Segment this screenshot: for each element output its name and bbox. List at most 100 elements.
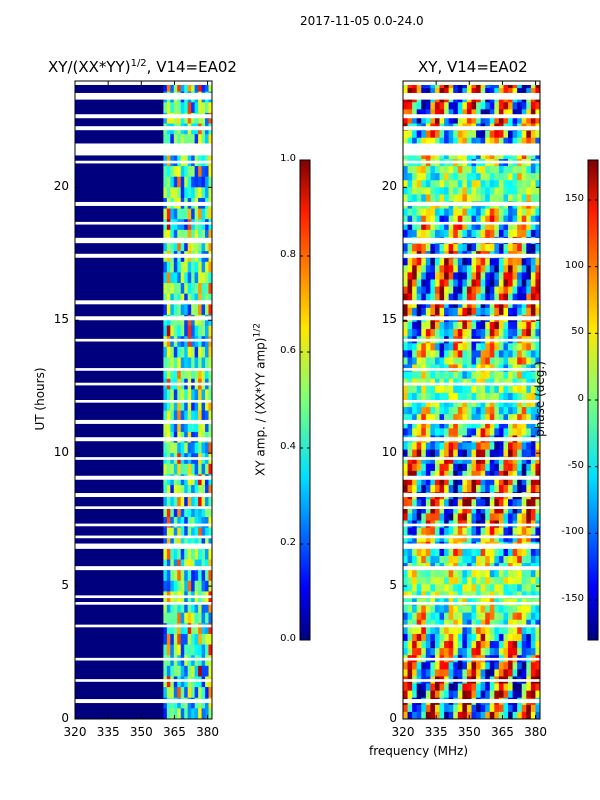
- right-heatmap-cell: [508, 669, 513, 677]
- left-heatmap-cell: [187, 293, 192, 305]
- left-heatmap-cell: [180, 81, 185, 92]
- right-heatmap-cell: [485, 272, 491, 280]
- right-heatmap-cell: [466, 584, 472, 592]
- right-heatmap-cell: [508, 449, 513, 458]
- left-heatmap-cell: [170, 623, 175, 635]
- right-heatmap-cell: [439, 244, 445, 252]
- left-heatmap-cell: [198, 134, 202, 146]
- left-heatmap-cell: [173, 623, 178, 635]
- right-heatmap-cell: [457, 513, 463, 521]
- right-heatmap-cell: [462, 151, 468, 160]
- right-heatmap-cell: [416, 244, 422, 252]
- right-heatmap-cell: [508, 570, 513, 578]
- right-heatmap-cell: [535, 485, 541, 493]
- right-heatmap-cell: [457, 619, 463, 628]
- left-heatmap-cell: [208, 516, 213, 528]
- left-heatmap-cell: [177, 485, 182, 496]
- right-heatmap-cell: [471, 322, 477, 330]
- right-heatmap-cell: [453, 350, 459, 358]
- right-heatmap-cell: [480, 109, 486, 117]
- right-heatmap-cell: [416, 322, 422, 330]
- right-heatmap-cell: [448, 400, 454, 408]
- left-heatmap-cell: [177, 346, 182, 358]
- right-heatmap-cell: [521, 669, 527, 677]
- right-heatmap-cell: [439, 350, 445, 358]
- right-heatmap-cell: [480, 400, 486, 408]
- right-heatmap-cell: [412, 633, 417, 642]
- right-heatmap-cell: [434, 513, 440, 521]
- right-heatmap-cell: [416, 414, 422, 422]
- right-heatmap-cell: [530, 513, 536, 521]
- right-heatmap-cell: [421, 378, 427, 387]
- right-heatmap-cell: [494, 279, 500, 287]
- right-heatmap-cell: [512, 180, 518, 188]
- right-heatmap-cell: [517, 293, 523, 302]
- right-heatmap-cell: [476, 704, 481, 713]
- left-heatmap-cell: [173, 336, 178, 348]
- right-heatmap-cell: [517, 584, 523, 592]
- right-heatmap-cell: [489, 456, 495, 465]
- right-heatmap-cell: [421, 485, 427, 493]
- left-gap-rows: [75, 81, 212, 704]
- right-heatmap-cell: [407, 414, 413, 422]
- right-heatmap-cell: [498, 208, 504, 216]
- left-heatmap-cell: [205, 410, 209, 422]
- right-heatmap-cell: [521, 662, 527, 670]
- left-heatmap-cell: [187, 506, 192, 518]
- left-heatmap-cell: [187, 325, 192, 337]
- left-heatmap-cell: [187, 708, 192, 720]
- right-heatmap-cell: [498, 633, 504, 642]
- right-heatmap-cell: [521, 648, 527, 656]
- right-heatmap-cell: [462, 293, 468, 302]
- right-heatmap-cell: [430, 633, 436, 642]
- right-heatmap-cell: [503, 350, 509, 358]
- right-heatmap-cell: [457, 428, 463, 436]
- right-heatmap-cell: [476, 513, 481, 521]
- right-heatmap-cell: [494, 428, 500, 436]
- left-heatmap-cell: [184, 570, 188, 582]
- right-heatmap-cell: [453, 641, 459, 649]
- left-heatmap-cell: [177, 176, 182, 188]
- right-heatmap-cell: [471, 633, 477, 642]
- right-heatmap-cell: [425, 329, 431, 337]
- gap-row: [403, 457, 540, 460]
- right-heatmap-cell: [476, 626, 481, 635]
- right-heatmap-cell: [480, 470, 486, 479]
- gap-row: [403, 624, 540, 628]
- left-amplitude-heatmap: [74, 80, 213, 720]
- left-heatmap-cell: [180, 580, 185, 592]
- right-heatmap-cell: [421, 130, 427, 139]
- right-heatmap-cell: [444, 265, 449, 273]
- left-heatmap-cell: [208, 283, 213, 294]
- right-heatmap-cell: [530, 265, 536, 273]
- right-heatmap-cell: [407, 662, 413, 670]
- right-heatmap-cell: [444, 449, 449, 458]
- right-heatmap-cell: [462, 506, 468, 514]
- right-heatmap-cell: [530, 449, 536, 458]
- right-heatmap-cell: [448, 555, 454, 564]
- left-heatmap-cell: [173, 112, 178, 124]
- right-heatmap-cell: [480, 612, 486, 621]
- right-heatmap-cell: [521, 577, 527, 585]
- right-heatmap-cell: [508, 407, 513, 415]
- left-heatmap-cell: [201, 293, 206, 305]
- left-heatmap-cell: [187, 176, 192, 188]
- right-heatmap-cell: [512, 555, 518, 564]
- right-heatmap-cell: [526, 88, 532, 96]
- right-heatmap-cell: [485, 662, 491, 670]
- right-heatmap-cell: [430, 229, 436, 238]
- left-heatmap-cell: [163, 516, 168, 528]
- right-heatmap-cell: [471, 222, 477, 231]
- right-heatmap-cell: [430, 244, 436, 252]
- right-heatmap-cell: [462, 704, 468, 713]
- right-heatmap-cell: [403, 619, 408, 628]
- left-heatmap-cell: [180, 304, 185, 316]
- right-heatmap-cell: [521, 421, 527, 429]
- right-heatmap-cell: [535, 180, 541, 188]
- right-heatmap-cell: [526, 307, 532, 316]
- right-heatmap-cell: [508, 513, 513, 521]
- right-heatmap-cell: [462, 180, 468, 188]
- left-heatmap-cell: [194, 570, 199, 582]
- right-heatmap-cell: [521, 265, 527, 273]
- left-heatmap-cell: [184, 633, 188, 645]
